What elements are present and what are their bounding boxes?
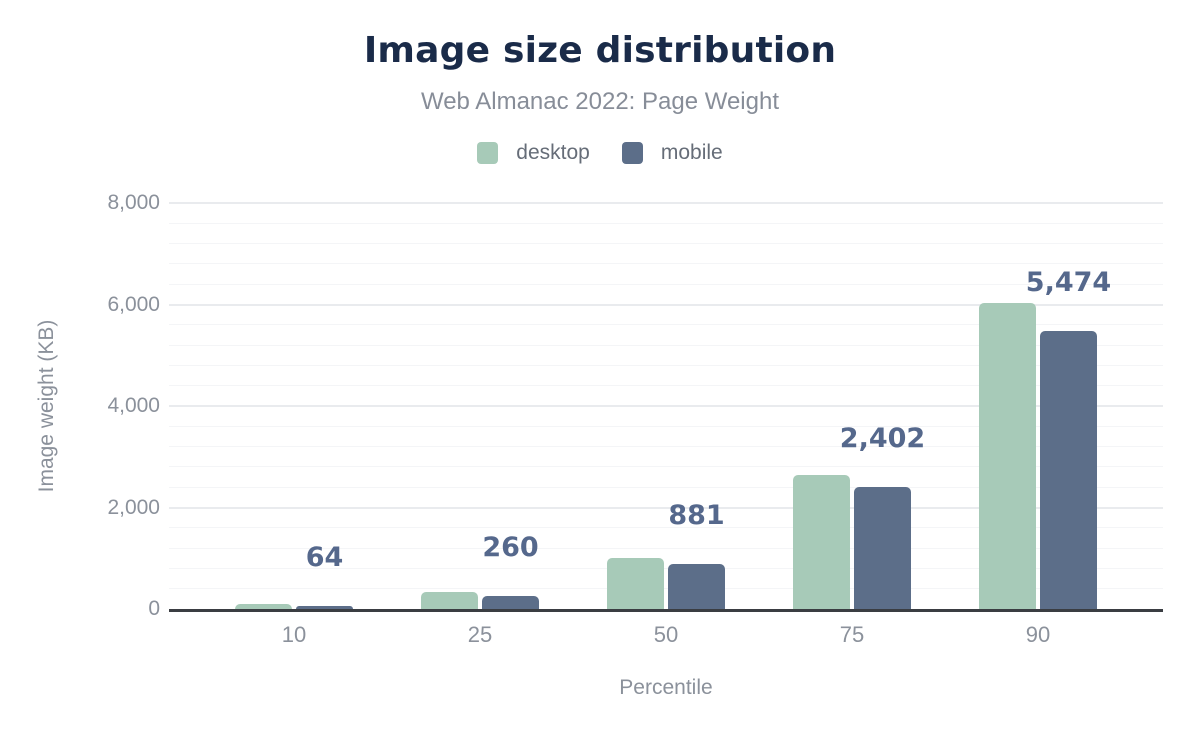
data-label-p75: 2,402: [839, 423, 926, 455]
x-tick-label: 25: [467, 622, 493, 647]
legend-swatch-mobile: [621, 142, 643, 164]
x-tick-label: 75: [839, 622, 865, 647]
legend-item-mobile: mobile: [621, 141, 723, 165]
legend-label-mobile: mobile: [660, 141, 723, 164]
bar-mobile-p90: [1040, 331, 1097, 609]
minor-gridline: [169, 486, 1163, 488]
y-tick-label: 2,000: [107, 495, 160, 519]
minor-gridline: [169, 446, 1163, 448]
major-gridline: [169, 202, 1163, 204]
minor-gridline: [169, 547, 1163, 549]
data-label-p10: 64: [305, 541, 344, 573]
minor-gridline: [169, 385, 1163, 387]
major-gridline: [169, 506, 1163, 509]
minor-gridline: [169, 283, 1163, 285]
bar-mobile-p10: [296, 605, 353, 609]
data-label-p25: 260: [482, 531, 539, 563]
minor-gridline: [169, 263, 1163, 265]
bar-mobile-p50: [668, 564, 725, 609]
minor-gridline: [169, 222, 1163, 224]
bar-desktop-p90: [979, 302, 1036, 609]
data-label-p50: 881: [668, 500, 725, 532]
minor-gridline: [169, 344, 1163, 346]
x-tick-label: 90: [1025, 622, 1051, 647]
y-tick-label: 8,000: [107, 191, 160, 214]
bar-mobile-p25: [482, 595, 539, 609]
bar-desktop-p75: [793, 474, 850, 609]
chart-title: Image size distribution: [363, 30, 837, 71]
minor-gridline: [169, 466, 1163, 468]
legend-label-desktop: desktop: [516, 141, 590, 164]
bar-desktop-p25: [421, 592, 478, 609]
minor-gridline: [169, 588, 1163, 590]
x-axis-title: Percentile: [619, 676, 713, 699]
minor-gridline: [169, 324, 1163, 326]
x-tick-label: 10: [281, 622, 307, 647]
chart-subtitle: Web Almanac 2022: Page Weight: [420, 88, 779, 115]
minor-gridline: [169, 425, 1163, 427]
major-gridline: [169, 303, 1163, 306]
minor-gridline: [169, 364, 1163, 366]
minor-gridline: [169, 243, 1163, 245]
x-tick-label: 50: [653, 622, 679, 647]
y-tick-label: 0: [148, 597, 160, 620]
data-label-p90: 5,474: [1025, 267, 1112, 299]
legend-swatch-desktop: [477, 142, 499, 164]
legend: desktop mobile: [0, 141, 1200, 165]
minor-gridline: [169, 567, 1163, 569]
y-tick-label: 6,000: [107, 292, 160, 316]
major-gridline: [169, 405, 1163, 407]
bar-desktop-p10: [235, 604, 292, 609]
legend-item-desktop: desktop: [477, 141, 590, 165]
bar-desktop-p50: [607, 557, 664, 609]
y-tick-label: 4,000: [107, 394, 160, 417]
minor-gridline: [169, 527, 1163, 529]
bar-mobile-p75: [854, 487, 911, 609]
plot-area: 64 260 881 2,402 5,474: [169, 202, 1163, 612]
